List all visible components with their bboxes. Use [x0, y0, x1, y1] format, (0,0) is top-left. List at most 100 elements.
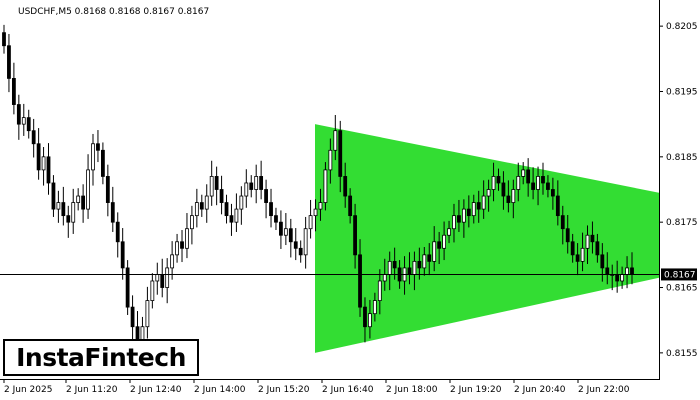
candle-body-bull [283, 228, 288, 236]
candle-body-bear [506, 195, 511, 203]
candle-body-bull [372, 300, 377, 315]
candle-body-bull [481, 195, 486, 210]
candle-body-bull [580, 247, 585, 262]
candle-body-bear [46, 156, 51, 184]
candle-body-bear [51, 182, 56, 210]
candle-body-bear [229, 215, 234, 223]
candle-body-bear [590, 234, 595, 243]
candle-body-bear [363, 306, 367, 328]
candle-body-bull [471, 202, 476, 217]
candle-body-bear [105, 176, 110, 203]
candle-body-bear [546, 182, 550, 190]
candle-body-bear [392, 260, 397, 269]
x-tick-label: 2 Jun 11:20 [66, 385, 118, 395]
candle-body-bear [11, 78, 16, 105]
candle-body-bear [115, 221, 120, 243]
y-tick-label: 0.8185 [666, 153, 698, 163]
candle-body-bear [16, 104, 21, 125]
candles-layer [2, 24, 634, 356]
candle-body-bull [254, 176, 259, 190]
y-tick-label: 0.8165 [666, 284, 698, 294]
candle-body-bull [204, 195, 209, 210]
candle-body-bear [496, 176, 501, 184]
candle-body-bear [457, 215, 461, 223]
candle-body-bear [81, 195, 86, 210]
candle-body-bull [333, 130, 338, 151]
candle-body-bull [308, 215, 313, 230]
candle-body-bull [422, 254, 427, 269]
candle-body-bull [368, 313, 372, 328]
y-tick-label: 0.8155 [666, 349, 698, 359]
candle-body-bull [140, 326, 145, 341]
candle-body-bear [224, 202, 229, 217]
x-tick-label: 2 Jun 19:20 [450, 385, 502, 395]
candle-body-bull [620, 274, 625, 282]
candle-body-bull [56, 202, 61, 210]
candle-body-bear [595, 241, 600, 256]
candle-body-bull [303, 228, 308, 256]
candle-body-bear [110, 202, 115, 223]
candle-body-bull [165, 267, 170, 288]
candle-body-bear [66, 215, 71, 223]
x-tick-label: 2 Jun 15:20 [258, 385, 310, 395]
candle-body-bull [244, 182, 249, 197]
candle-body-bull [536, 176, 540, 190]
y-tick-label: 0.8195 [666, 87, 698, 97]
candle-body-bear [125, 267, 130, 308]
candle-body-bull [318, 202, 323, 210]
candle-body-bull [377, 280, 382, 301]
x-tick-label: 2 Jun 12:40 [130, 385, 182, 395]
candle-body-bear [407, 267, 412, 275]
candle-body-bull [21, 117, 26, 125]
instafintech-logo: InstaFintech [3, 339, 199, 376]
symbol-header: USDCHF,M5 0.8168 0.8168 0.8167 0.8167 [18, 7, 209, 17]
candle-body-bear [615, 274, 620, 282]
candle-body-bear [437, 241, 442, 249]
candle-body-bear [199, 202, 204, 210]
candle-body-bull [442, 234, 446, 249]
x-tick-label: 2 Jun 2025 [4, 385, 52, 395]
candle-body-bear [476, 202, 481, 210]
candle-body-bear [61, 202, 66, 217]
candle-body-bull [150, 280, 155, 301]
candle-body-bull [91, 143, 95, 171]
candle-body-bull [412, 260, 417, 275]
candle-body-bull [170, 254, 175, 269]
candle-body-bull [86, 169, 90, 210]
current-price-label-bg [661, 268, 697, 281]
candle-body-bull [387, 260, 392, 275]
candle-body-bull [328, 149, 333, 171]
candle-body-bull [461, 208, 466, 223]
candle-body-bull [234, 208, 239, 223]
candle-body-bear [358, 254, 362, 308]
candle-body-bear [249, 182, 254, 190]
x-tick-label: 2 Jun 16:40 [322, 385, 374, 395]
candle-body-bull [145, 300, 150, 328]
candle-body-bear [353, 215, 357, 256]
candle-body-bull [447, 228, 451, 236]
candle-body-bear [274, 215, 278, 223]
logo-text: InstaFintech [16, 343, 186, 372]
candle-body-bull [323, 169, 328, 203]
candle-body-bear [575, 254, 580, 262]
candle-body-bear [2, 32, 6, 47]
candle-body-bull [486, 189, 491, 197]
candle-body-bear [135, 326, 140, 341]
candle-body-bull [313, 208, 318, 217]
candle-body-bear [555, 195, 560, 217]
x-tick-label: 2 Jun 22:00 [578, 385, 630, 395]
candle-body-bull [432, 241, 437, 262]
triangle-pattern [315, 124, 659, 353]
candle-body-bear [26, 117, 31, 132]
candle-body-bull [239, 195, 244, 210]
candle-body-bull [155, 274, 160, 282]
x-tick-label: 2 Jun 20:40 [514, 385, 566, 395]
candle-body-bull [41, 156, 46, 171]
candle-body-bear [31, 130, 36, 145]
candle-body-bull [521, 169, 526, 177]
candle-body-bull [71, 202, 76, 223]
candle-body-bear [526, 169, 531, 184]
